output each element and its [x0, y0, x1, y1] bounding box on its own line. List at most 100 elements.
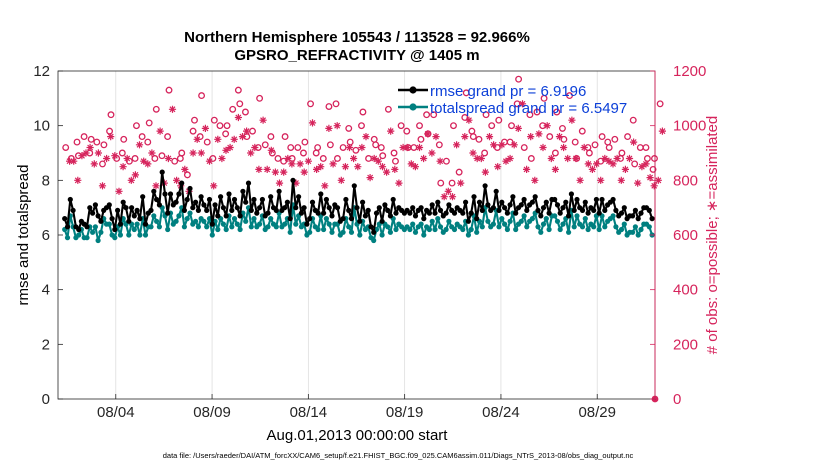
title-line-2: GPSRO_REFRACTIVITY @ 1405 m [234, 47, 479, 64]
obs-assimilated-point [448, 193, 457, 201]
obs-assimilated-point [506, 154, 514, 163]
totalspread-point [618, 226, 625, 233]
obs-possible-point [62, 144, 70, 151]
obs-possible-point [274, 155, 282, 162]
rmse-point [357, 218, 363, 224]
rmse-point [307, 216, 313, 222]
obs-assimilated-point [547, 154, 555, 163]
rmse-point [309, 199, 316, 205]
rmse-point [123, 205, 129, 211]
totalspread-point [432, 226, 438, 233]
totalspread-point [630, 229, 636, 235]
obs-assimilated-point [593, 160, 601, 168]
obs-assimilated-point [358, 143, 366, 152]
totalspread-point [234, 221, 240, 227]
obs-assimilated-point [387, 127, 395, 135]
legend-spread-label: totalspread grand pr = 6.5497 [430, 100, 627, 117]
totalspread-point [602, 224, 608, 230]
obs-assimilated-point [168, 105, 177, 113]
totalspread-point [229, 224, 235, 230]
obs-possible-point [229, 105, 237, 113]
obs-possible-point [649, 165, 657, 173]
rmse-point [129, 205, 135, 211]
obs-possible-point [287, 144, 295, 151]
totalspread-point [499, 216, 505, 222]
obs-assimilated-point [654, 176, 662, 184]
y-tick-label: 4 [42, 282, 50, 299]
totalspread-point [251, 216, 257, 222]
obs-possible-point [216, 122, 224, 130]
totalspread-point [513, 226, 519, 233]
totalspread-point [237, 226, 243, 233]
rmse-point [148, 207, 154, 213]
x-tick-label: 08/14 [290, 404, 328, 421]
obs-assimilated-point [601, 154, 609, 163]
rmse-point [334, 205, 341, 211]
obs-assimilated-point [481, 168, 489, 176]
obs-possible-point [506, 138, 514, 146]
rmse-point [360, 199, 366, 205]
totalspread-point [410, 221, 416, 227]
rmse-point [223, 213, 229, 219]
obs-assimilated-point [444, 187, 452, 195]
rmse-point [621, 205, 627, 211]
rmse-point [231, 196, 238, 203]
obs-possible-point [560, 135, 568, 143]
obs-possible-point [280, 157, 288, 165]
totalspread-point [137, 232, 143, 238]
totalspread-point [621, 221, 627, 227]
rmse-point [240, 188, 246, 194]
rmse-point [593, 196, 600, 203]
obs-possible-point [631, 160, 639, 168]
totalspread-point [426, 226, 432, 233]
totalspread-point [638, 226, 644, 233]
rmse-point [426, 210, 432, 216]
obs-possible-point [281, 133, 289, 141]
rmse-point [532, 194, 538, 200]
rmse-point [566, 213, 572, 219]
obs-assimilated-point [156, 127, 164, 135]
totalspread-point [273, 224, 279, 230]
rmse-point [92, 202, 98, 208]
totalspread-point [95, 237, 101, 244]
totalspread-point [566, 229, 572, 235]
rmse-point [343, 196, 349, 203]
obs-possible-point [106, 127, 114, 135]
totalspread-point [195, 224, 201, 230]
rmse-point [365, 207, 371, 213]
obs-possible-point [551, 149, 559, 157]
rmse-point [87, 205, 93, 211]
obs-assimilated-point [325, 124, 333, 132]
plot-area [58, 71, 655, 399]
obs-assimilated-point [485, 133, 494, 141]
obs-assimilated-point [230, 135, 238, 143]
rmse-point [468, 210, 474, 216]
obs-possible-point [325, 103, 333, 110]
obs-assimilated-point [300, 168, 308, 176]
rmse-point [204, 207, 210, 213]
obs-assimilated-point [111, 152, 119, 160]
totalspread-point [435, 216, 441, 222]
rmse-point [476, 199, 483, 205]
totalspread-point [490, 221, 496, 227]
rmse-point [546, 210, 552, 216]
obs-assimilated-point [313, 165, 321, 173]
obs-possible-point [461, 114, 469, 121]
y-tick-label: 12 [33, 63, 50, 80]
obs-assimilated-point [518, 100, 527, 108]
rmse-point [490, 205, 496, 211]
rmse-point [485, 202, 491, 208]
rmse-point [354, 205, 360, 211]
legend: rmse grand pr = 6.9196 totalspread grand… [398, 83, 627, 117]
obs-possible-point [533, 108, 541, 116]
rmse-point [568, 191, 575, 197]
obs-assimilated-point [238, 133, 247, 141]
rmse-point [340, 216, 346, 222]
totalspread-point [554, 218, 561, 224]
obs-assimilated-point [251, 143, 259, 152]
rmse-point [543, 199, 549, 205]
totalspread-point [106, 221, 112, 227]
rmse-point [421, 216, 427, 222]
rmse-point [482, 183, 488, 189]
rmse-point [418, 205, 424, 211]
